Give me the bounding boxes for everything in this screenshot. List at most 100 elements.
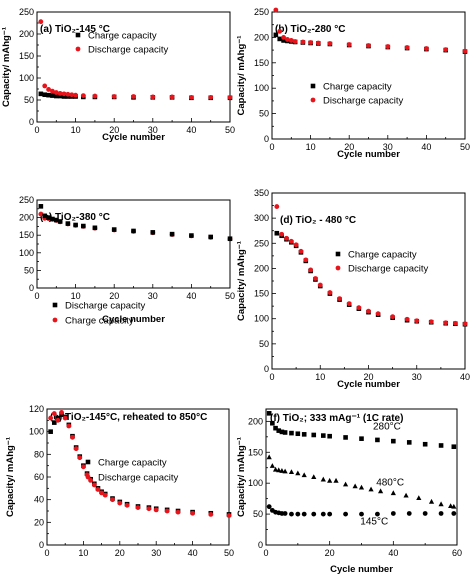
panel-d-ytick-label: 350 [254,188,269,198]
panel-a-ytick-label: 100 [19,73,34,83]
panel-f: 0 20 40 60 0 50 100 150 200 Cycle number Capacity/… [236,408,462,575]
panel-d-ytick-label: 150 [254,289,269,299]
panel-f-point [288,469,295,475]
panel-c-ytick-label: 200 [19,213,34,223]
panel-c-series-2 [38,204,233,242]
panel-c-ytick-label: 50 [24,265,34,275]
panel-e-title: (e) TiO₂-145°C, reheated to 850°C [50,412,207,423]
panel-e-xtick-label: 20 [115,548,125,558]
panel-e-ytick-label: 80 [34,449,44,459]
panel-b-point [315,40,321,46]
panel-b-ytick-label: 150 [254,58,269,68]
panel-a-point [189,94,194,100]
panel-a-point [46,92,51,98]
panel-e-ytick-label: 120 [29,404,44,414]
panel-a-point [61,91,67,97]
panel-a-point [57,93,63,99]
panel-c-point [111,227,117,232]
panel-f-point [301,432,307,437]
panel-d-legend-marker [335,251,341,257]
panel-a-xtick-label: 10 [71,125,81,135]
panel-f-xtick-label: 60 [452,548,462,558]
panel-c: 0 10 20 30 40 50 0 50 100 150 200 250 Cycle number (c… [19,195,235,327]
panel-d-series-1 [274,230,468,327]
panel-a-legend-marker [75,32,81,38]
panel-b-xtick-label: 40 [421,142,431,152]
panel-f-point [301,511,307,517]
panel-f-annotation: 280°C [373,421,401,432]
panel-b-point [462,48,468,54]
panel-b-xtick-label: 10 [306,142,316,152]
panel-d-point [298,248,304,254]
panel-a-point [80,93,86,98]
panel-a-point [131,94,136,99]
panel-e-point [66,423,72,429]
panel-b-xtick-label: 0 [269,142,274,152]
panel-e-ytick-label: 20 [34,517,44,527]
panel-d-xtick-label: 40 [460,372,470,382]
panel-b-legend-marker [310,97,316,103]
panel-e-point [226,513,232,518]
panel-f-point [343,435,348,440]
panel-f-point [311,511,317,517]
panel-c-point [73,222,78,228]
panel-d-point [327,290,333,295]
panel-d-ytick-label: 0 [264,364,269,374]
panel-c-point [57,219,63,224]
panel-b: 0 10 20 30 40 50 0 50 100 150 200 250 Cycle number Ca… [236,7,470,160]
panel-e-ylabel: Capacity/ mAhg⁻¹ [5,437,16,517]
panel-f-point [282,511,288,516]
panel-a-point [73,92,78,98]
panel-f-ytick-label: 200 [248,416,263,426]
panel-b-ytick-label: 50 [259,109,269,119]
panel-d-point [414,318,420,324]
panel-f-point [321,433,326,438]
panel-f-ytick-label: 0 [258,540,263,550]
panel-a-point [57,91,63,96]
panel-d-ytick-label: 200 [254,263,269,273]
panel-b-point [443,47,449,52]
panel-b-title: (b) TiO₂-280 °C [275,24,346,35]
panel-d-point [303,257,309,263]
panel-c-point [50,216,55,222]
panel-e-point [110,497,115,503]
panel-f-point [320,511,326,517]
panel-d: 0 10 20 30 40 0 50 100 150 200 250 300 350 Cycle numb… [236,188,470,390]
panel-f-point [279,429,285,435]
panel-b-ytick-label: 100 [254,83,269,93]
panel-c-legend-label: Discharge capacity [65,301,146,312]
panel-f-point [276,428,282,433]
panel-b-ytick-label: 250 [254,7,269,17]
panel-e-point [117,500,123,506]
panel-c-point [131,228,136,234]
panel-b-point [366,43,371,48]
panel-e-legend-label: Charge capacity [98,458,167,469]
panel-a-legend-marker [75,46,81,52]
panel-b-point [277,36,283,42]
panel-c-point [227,236,233,242]
panel-a-point [69,92,75,98]
panel-b-point [424,46,429,51]
panel-d-point [404,316,410,322]
panel-f-point [422,511,428,516]
panel-f-point [266,454,272,460]
panel-f-point [295,431,301,437]
panel-d-xtick-label: 20 [363,372,373,382]
panel-c-point [54,217,59,223]
panel-e-point [175,509,181,515]
panel-f-point [327,433,332,439]
panel-a-point [150,94,156,100]
panel-b-point [288,38,294,43]
panel-f-series-3 [266,504,457,517]
panel-f-point [359,511,364,517]
panel-c-xtick-label: 50 [225,291,235,301]
panel-e-point [95,487,101,492]
panel-b-series-2 [273,7,468,54]
panel-d-xtick-label: 30 [412,372,422,382]
panel-d-legend-marker [335,265,341,271]
panel-f-point [272,466,279,472]
panel-c-xtick-label: 20 [109,291,119,301]
panel-a-point [50,88,55,94]
panel-f-point [295,470,301,476]
panel-a-title: (a) TiO₂-145 °C [40,24,110,35]
